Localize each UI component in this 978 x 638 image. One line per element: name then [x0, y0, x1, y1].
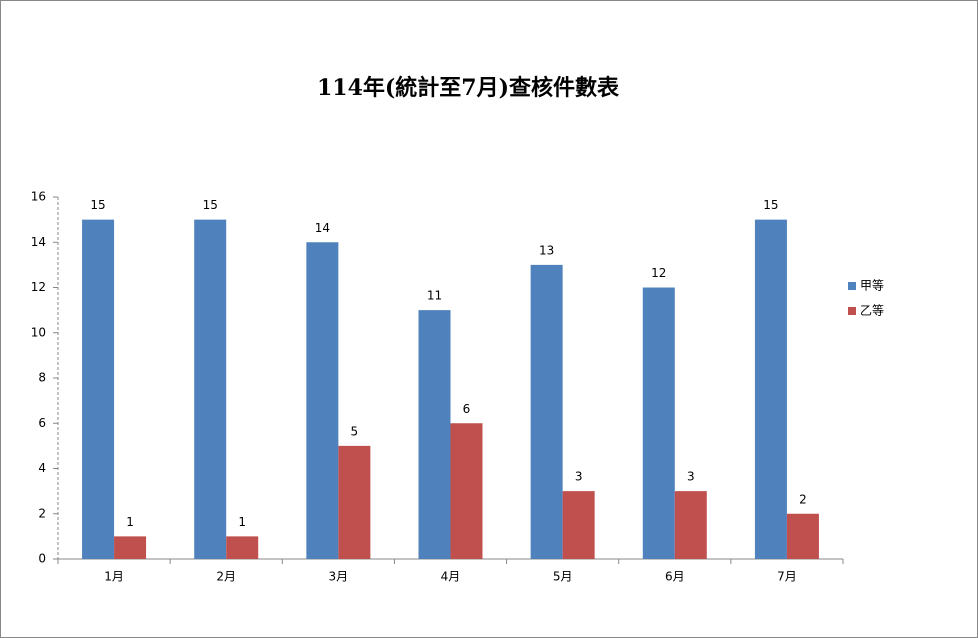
chart-title: 114年(統計至7月)查核件數表 — [317, 75, 620, 101]
y-tick-label: 0 — [38, 552, 46, 566]
x-tick-label: 5月 — [553, 570, 573, 584]
data-label: 14 — [315, 221, 330, 235]
y-tick-label: 10 — [31, 325, 46, 339]
data-label: 15 — [763, 198, 778, 212]
y-tick-label: 14 — [31, 235, 46, 249]
y-tick-label: 2 — [38, 506, 46, 520]
y-tick-label: 16 — [31, 190, 46, 204]
bar — [338, 445, 371, 559]
legend-label: 乙等 — [860, 304, 884, 318]
x-tick-label: 2月 — [216, 570, 236, 584]
bar — [82, 219, 115, 559]
bar — [642, 287, 675, 559]
bar — [674, 491, 707, 559]
data-label: 3 — [575, 470, 583, 484]
data-label: 15 — [203, 198, 218, 212]
bar — [418, 310, 451, 559]
y-tick-label: 8 — [38, 371, 46, 385]
bar — [114, 536, 147, 559]
bar — [530, 264, 563, 559]
bar — [226, 536, 259, 559]
legend-swatch — [848, 282, 856, 290]
x-tick-label: 4月 — [441, 570, 461, 584]
x-tick-label: 1月 — [104, 570, 124, 584]
data-label: 12 — [651, 266, 666, 280]
bar — [194, 219, 227, 559]
y-tick-label: 12 — [31, 280, 46, 294]
legend-label: 甲等 — [860, 279, 884, 293]
data-label: 5 — [351, 424, 359, 438]
data-label: 1 — [126, 515, 134, 529]
bar — [306, 242, 339, 559]
legend-swatch — [848, 307, 856, 315]
y-tick-label: 6 — [38, 416, 46, 430]
data-label: 6 — [463, 402, 471, 416]
bar — [786, 513, 819, 559]
data-label: 1 — [238, 515, 246, 529]
data-label: 2 — [799, 492, 807, 506]
y-tick-label: 4 — [38, 461, 46, 475]
data-label: 15 — [90, 198, 105, 212]
x-tick-label: 6月 — [665, 570, 685, 584]
bar — [450, 423, 483, 559]
bar — [754, 219, 787, 559]
bar — [562, 491, 595, 559]
x-tick-label: 7月 — [777, 570, 797, 584]
x-tick-label: 3月 — [329, 570, 349, 584]
data-label: 11 — [427, 289, 442, 303]
data-label: 13 — [539, 243, 554, 257]
data-label: 3 — [687, 470, 695, 484]
